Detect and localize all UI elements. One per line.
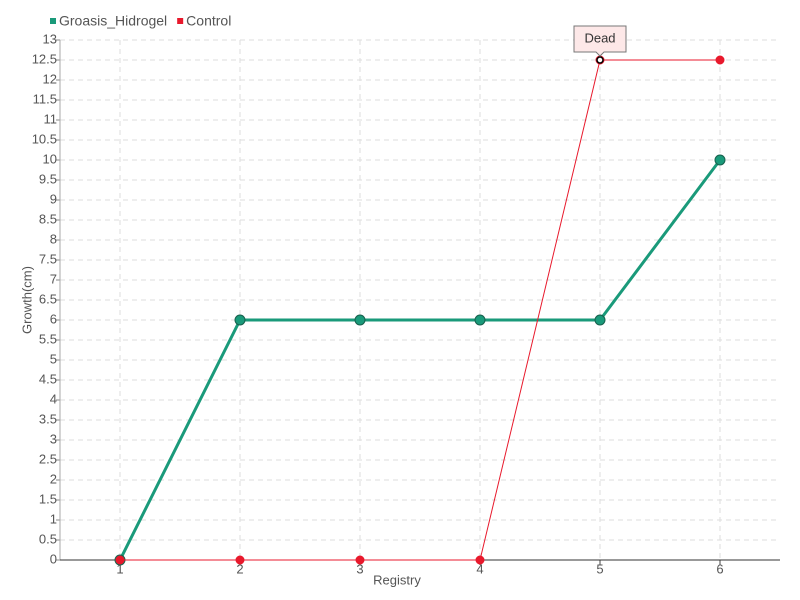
y-tick-label: 12.5 (32, 51, 57, 66)
data-point (594, 314, 606, 326)
y-tick-label: 3.5 (39, 411, 57, 426)
x-tick-label: 5 (596, 561, 603, 576)
series-line (118, 159, 722, 561)
y-tick-label: 10.5 (32, 131, 57, 146)
x-tick-label: 6 (716, 561, 723, 576)
x-tick-label: 1 (116, 561, 123, 576)
y-tick-label: 9.5 (39, 171, 57, 186)
y-tick-label: 2.5 (39, 451, 57, 466)
annotation-marker (596, 56, 604, 64)
data-point (115, 555, 125, 565)
series-line (120, 59, 720, 561)
y-tick-label: 6 (50, 311, 57, 326)
y-tick-label: 11.5 (33, 91, 57, 106)
data-point (714, 154, 726, 166)
data-point (235, 555, 245, 565)
y-tick-label: 6.5 (39, 291, 57, 306)
y-tick-label: 0.5 (39, 531, 57, 546)
y-tick-label: 8.5 (39, 211, 57, 226)
y-tick-label: 13 (43, 31, 57, 46)
x-tick-label: 4 (476, 561, 483, 576)
y-tick-label: 5 (50, 351, 57, 366)
y-tick-label: 11 (44, 111, 58, 126)
data-point (234, 314, 246, 326)
y-tick-label: 9 (50, 191, 57, 206)
y-tick-label: 0 (50, 551, 57, 566)
y-tick-label: 1 (50, 511, 57, 526)
x-axis-label: Registry (373, 572, 421, 587)
y-tick-label: 8 (50, 231, 57, 246)
annotation-box (573, 25, 627, 57)
x-tick-label: 2 (236, 561, 243, 576)
data-point (715, 55, 725, 65)
data-point (355, 555, 365, 565)
y-tick-label: 7 (50, 271, 57, 286)
y-tick-label: 7.5 (39, 251, 57, 266)
legend-label: Groasis_Hidrogel (59, 13, 167, 29)
legend-swatch (50, 18, 56, 24)
x-tick-label: 3 (356, 561, 363, 576)
legend-swatch (177, 18, 184, 24)
data-point (474, 314, 486, 326)
annotation-text: Dead (584, 30, 615, 45)
y-tick-label: 3 (50, 431, 57, 446)
y-tick-label: 4.5 (39, 371, 57, 386)
y-tick-label: 4 (50, 391, 57, 406)
y-tick-label: 5.5 (39, 331, 57, 346)
y-tick-label: 1.5 (39, 491, 57, 506)
legend-label: Control (186, 13, 231, 29)
y-axis-label: Growth(cm) (19, 266, 34, 334)
y-tick-label: 10 (43, 151, 57, 166)
y-tick-label: 12 (43, 71, 57, 86)
data-point (475, 555, 485, 565)
y-tick-label: 2 (50, 471, 57, 486)
data-point (354, 314, 366, 326)
